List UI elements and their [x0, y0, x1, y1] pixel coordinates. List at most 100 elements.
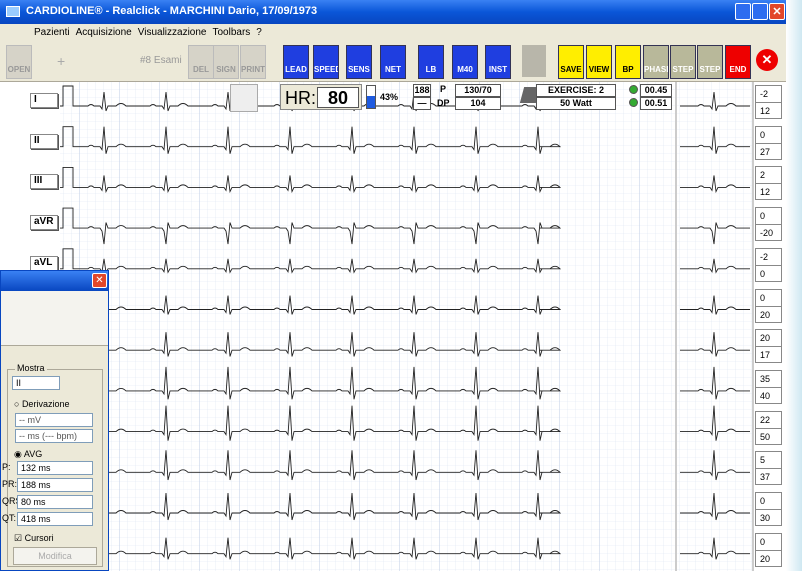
toolbar-button[interactable]: PHASE	[643, 45, 669, 79]
window-title: CARDIOLINE® - Realclick - MARCHINI Dario…	[26, 5, 318, 17]
measure-top: 5	[760, 455, 766, 466]
measure-box: 0 27	[755, 125, 782, 160]
toolbar: #8 Esami + ✕ OPEN DEL SIGN PRINT LEAD SPEED SE…	[0, 41, 786, 82]
measure-box: 2 12	[755, 166, 782, 201]
ecg-average	[680, 492, 750, 521]
hr-label: HR:	[285, 88, 316, 108]
exams-dropdown[interactable]: #8 Esami	[140, 55, 182, 66]
title-bar: CARDIOLINE® - Realclick - MARCHINI Dario…	[0, 0, 786, 24]
p-label: P	[440, 84, 447, 94]
load: 50 Watt	[536, 97, 616, 110]
field-value: 188 ms	[17, 478, 93, 492]
ecg-average	[680, 366, 750, 400]
clock-icon	[629, 98, 638, 107]
toolbar-button[interactable]: SIGN	[213, 45, 239, 79]
toolbar-button[interactable]: OPEN	[6, 45, 32, 79]
menu-item[interactable]: Acquisizione	[75, 27, 132, 38]
lead-label[interactable]: aVL	[30, 255, 58, 271]
measure-box: 22 50	[755, 410, 782, 445]
minimize-button[interactable]	[735, 3, 751, 20]
measure-bottom: -20	[756, 224, 781, 241]
lead-label[interactable]: II	[30, 133, 58, 149]
measure-bottom: 20	[756, 305, 781, 323]
menu-item[interactable]: ?	[256, 27, 262, 38]
dash: —	[413, 97, 431, 110]
time-total: 00.51	[640, 97, 672, 110]
measure-box: 0 20	[755, 532, 782, 567]
derivation-radio[interactable]: ○ Derivazione	[14, 399, 70, 409]
measure-top: 0	[760, 211, 766, 222]
toolbar-button[interactable]: NET	[380, 45, 406, 79]
toolbar-button[interactable]: SENS	[346, 45, 372, 79]
tool-icon: +	[57, 53, 66, 69]
measure-bottom: 12	[756, 183, 781, 200]
toolbar-button[interactable]: SPEED	[313, 45, 339, 79]
ms-field: -- ms (--- bpm)	[15, 429, 93, 443]
toolbar-button[interactable]: STEP	[670, 45, 696, 79]
measure-top: 35	[760, 373, 771, 384]
maximize-button[interactable]	[752, 3, 768, 20]
measure-bottom: 27	[756, 142, 781, 160]
ecg-trace	[60, 537, 562, 560]
toolbar-button[interactable]: DEL	[188, 45, 214, 79]
avg-label: AVG	[23, 449, 43, 459]
ecg-trace	[60, 492, 562, 521]
ecg-traces	[60, 82, 754, 571]
pr-value: 188	[413, 84, 431, 97]
toolbar-button[interactable]: LB	[418, 45, 444, 79]
measure-box: 35 40	[755, 369, 782, 404]
dialog-title-bar: ✕	[1, 271, 108, 291]
cursor-tool[interactable]	[230, 84, 258, 112]
app-icon	[6, 6, 20, 17]
ecg-area: HR: 80 43% 188 — P 130/70 DP 104 EXERCIS…	[0, 82, 786, 571]
menu-item[interactable]: Pazienti	[34, 27, 70, 38]
toolbar-button[interactable]: M40	[452, 45, 478, 79]
lead-label[interactable]: I	[30, 93, 58, 108]
avg-radio[interactable]: ◉ AVG	[14, 449, 43, 459]
toolbar-button[interactable]: STEP	[697, 45, 723, 79]
stop-button[interactable]: ✕	[756, 49, 778, 71]
dialog-close[interactable]: ✕	[92, 273, 107, 288]
measure-bottom: 20	[756, 549, 781, 567]
measure-box: 0 30	[755, 492, 782, 526]
cursors-checkbox[interactable]: ☑ Cursori	[14, 533, 54, 543]
field-value: 418 ms	[17, 512, 93, 526]
measure-box: 0 -20	[755, 207, 782, 242]
measure-top: 2	[760, 170, 766, 181]
ecg-average	[680, 175, 750, 194]
field-label: PR:	[2, 479, 18, 489]
toolbar-button[interactable]: PRINT	[240, 45, 266, 79]
hr-value: 80	[317, 87, 359, 108]
lead-select[interactable]: II	[12, 376, 60, 390]
derivation-label: Derivazione	[21, 399, 70, 409]
ecg-average	[680, 91, 750, 112]
lead-label[interactable]: aVR	[30, 215, 58, 231]
menu-item[interactable]: Visualizzazione	[137, 27, 207, 38]
toolbar-button[interactable]: BP	[615, 45, 641, 79]
ecg-average	[680, 332, 750, 357]
dp-value: 104	[455, 97, 501, 110]
toolbar-button[interactable]: SAVE	[558, 45, 584, 79]
lead-label[interactable]: III	[30, 174, 58, 190]
modify-button[interactable]: Modifica	[13, 547, 97, 565]
blank-button	[522, 45, 546, 77]
field-value: 132 ms	[17, 461, 93, 475]
measure-top: 0	[760, 536, 766, 547]
toolbar-button[interactable]: LEAD	[283, 45, 309, 79]
toolbar-button[interactable]: VIEW	[586, 45, 612, 79]
toolbar-button[interactable]: END	[725, 45, 751, 79]
measure-bottom: 17	[756, 346, 781, 363]
load-percent: 43%	[380, 92, 399, 102]
hr-panel: HR: 80	[280, 84, 362, 110]
close-button[interactable]: ✕	[769, 3, 785, 20]
field-label: QRS:	[2, 496, 25, 506]
field-value: 80 ms	[17, 495, 93, 509]
measure-top: 0	[760, 129, 766, 140]
desktop-edge	[786, 0, 802, 571]
measure-top: 0	[760, 496, 766, 506]
menu-item[interactable]: Toolbars	[212, 27, 251, 38]
mv-field: -- mV	[15, 413, 93, 427]
toolbar-button[interactable]: INST	[485, 45, 511, 79]
ecg-trace	[60, 450, 562, 481]
